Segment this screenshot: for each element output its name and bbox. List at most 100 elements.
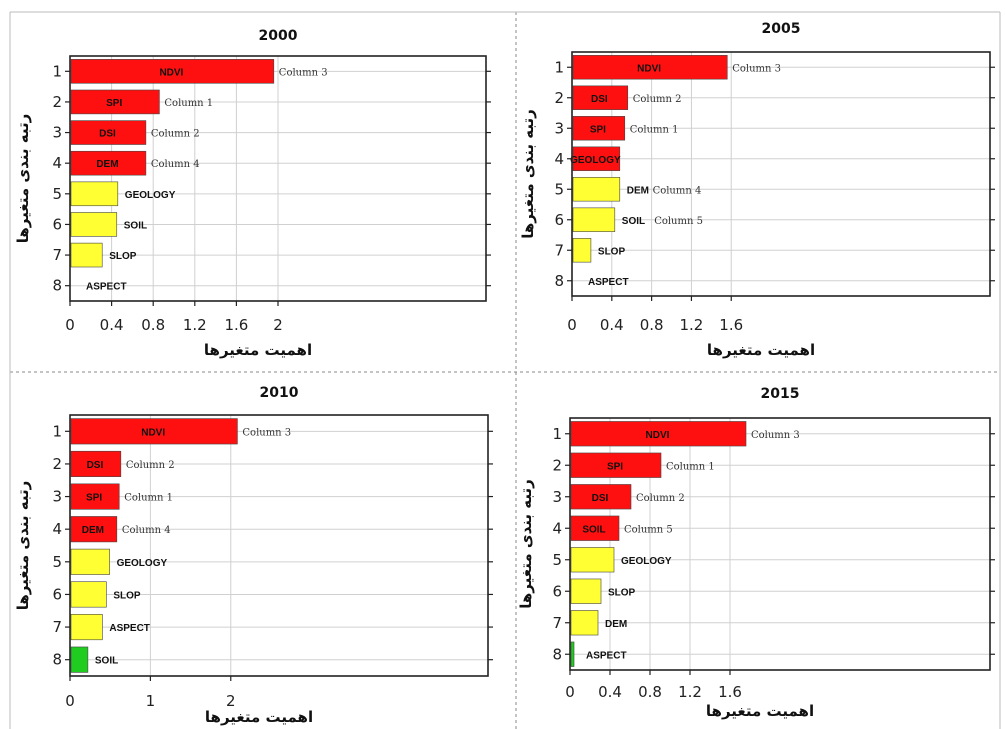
bar-dem [70, 150, 147, 176]
panel-2010: 2010 NDVI Column 3 DSI Column 2 SPI Column 1 DE… [14, 385, 493, 726]
panel-2000: 2000 NDVI Column 3 SPI Column 1 DSI Column 2 DE… [14, 28, 491, 359]
bar-label: SOIL [582, 524, 605, 535]
x-tick-label: 0.8 [640, 316, 664, 334]
y-tick-label: 3 [554, 119, 564, 137]
bar-spi [572, 116, 626, 141]
x-tick-label: 0.4 [600, 316, 624, 334]
y-tick-label: 2 [52, 455, 62, 473]
y-tick-label: 2 [554, 89, 564, 107]
bar-label: GEOLOGY [621, 556, 672, 567]
bar-label: DEM [96, 159, 118, 170]
panel-title: 2000 [259, 28, 298, 44]
bar-label: SLOP [598, 246, 626, 257]
bar-ndvi [570, 421, 747, 447]
bar-geology [570, 547, 615, 573]
x-tick-label: 1.6 [719, 316, 743, 334]
bar-geology [70, 548, 110, 575]
x-tick-label: 0 [65, 692, 75, 710]
x-tick-label: 2 [273, 316, 283, 334]
y-tick-label: 7 [52, 246, 62, 264]
y-tick-label: 4 [52, 520, 62, 538]
bar-aspect [570, 641, 575, 667]
bar-geology [572, 146, 621, 171]
bar-label: SPI [607, 461, 623, 472]
column-note: Column 2 [636, 493, 685, 504]
y-tick-label: 8 [552, 645, 562, 663]
bar-label: SLOP [608, 587, 636, 598]
bar-label: DEM [82, 525, 104, 536]
bar-soil [70, 212, 118, 237]
y-tick-label: 5 [554, 180, 564, 198]
bar-ndvi [70, 59, 275, 84]
column-note: Column 5 [654, 216, 703, 227]
panel-title: 2005 [762, 21, 801, 37]
bar-ndvi [572, 55, 728, 80]
bar-label: SLOP [109, 251, 137, 262]
y-axis-label: رتبه بندی متغیرها [519, 109, 537, 238]
x-axis-label: اهمیت متغیرها [205, 708, 313, 726]
y-tick-label: 8 [52, 277, 62, 295]
x-tick-label: 0 [565, 683, 575, 701]
column-note: Column 2 [151, 129, 200, 140]
bar-label: DEM [605, 619, 627, 630]
column-note: Column 3 [279, 67, 328, 78]
x-tick-label: 0 [65, 316, 75, 334]
y-tick-label: 6 [52, 215, 62, 233]
y-tick-label: 2 [52, 93, 62, 111]
plot-frame [69, 414, 489, 677]
y-tick-label: 6 [554, 211, 564, 229]
bar-dem [572, 177, 621, 202]
bar-label: ASPECT [586, 650, 627, 661]
column-note: Column 3 [751, 430, 800, 441]
bar-dsi [570, 484, 632, 510]
bar-soil [570, 515, 620, 541]
bar-dem [570, 610, 599, 636]
bar-label: ASPECT [588, 277, 629, 288]
bar-aspect [70, 614, 103, 641]
y-tick-label: 8 [52, 651, 62, 669]
y-axis-label: رتبه بندی متغیرها [14, 114, 32, 243]
bar-spi [70, 483, 120, 510]
bar-label: ASPECT [86, 282, 127, 293]
bar-label: NDVI [159, 67, 183, 78]
x-tick-label: 1.6 [224, 316, 248, 334]
bar-dsi [70, 120, 147, 145]
bar-spi [70, 89, 160, 115]
bar-label: NDVI [646, 430, 670, 441]
bar-ndvi [70, 418, 238, 445]
x-tick-label: 0.4 [100, 316, 124, 334]
x-tick-label: 0.4 [598, 683, 622, 701]
bar-label: DSI [592, 493, 609, 504]
bar-label: SPI [106, 98, 122, 109]
y-tick-label: 4 [554, 150, 564, 168]
column-note: Column 4 [653, 185, 702, 196]
bar-spi [570, 452, 662, 478]
x-tick-label: 0.8 [141, 316, 165, 334]
column-note: Column 4 [151, 159, 200, 170]
bar-label: SPI [86, 493, 102, 504]
plot-frame [571, 51, 991, 297]
bar-label: GEOLOGY [125, 190, 176, 201]
bar-soil [572, 207, 616, 232]
bar-label: GEOLOGY [570, 155, 621, 166]
column-note: Column 1 [630, 124, 679, 135]
y-tick-label: 6 [552, 582, 562, 600]
y-tick-label: 3 [552, 488, 562, 506]
x-tick-label: 0 [567, 316, 577, 334]
y-tick-label: 6 [52, 585, 62, 603]
y-tick-label: 5 [52, 185, 62, 203]
column-note: Column 5 [624, 524, 673, 535]
bar-label: NDVI [141, 427, 165, 438]
y-tick-label: 5 [52, 553, 62, 571]
panel-title: 2010 [260, 385, 299, 401]
plot-frame [569, 417, 991, 671]
bar-dsi [572, 85, 629, 110]
x-axis-label: اهمیت متغیرها [707, 341, 815, 359]
y-tick-label: 2 [552, 456, 562, 474]
x-axis-label: اهمیت متغیرها [706, 702, 814, 720]
column-note: Column 3 [732, 63, 781, 74]
y-tick-label: 1 [552, 425, 562, 443]
bar-label: DSI [87, 460, 104, 471]
y-tick-label: 7 [552, 614, 562, 632]
bar-dsi [70, 450, 122, 477]
